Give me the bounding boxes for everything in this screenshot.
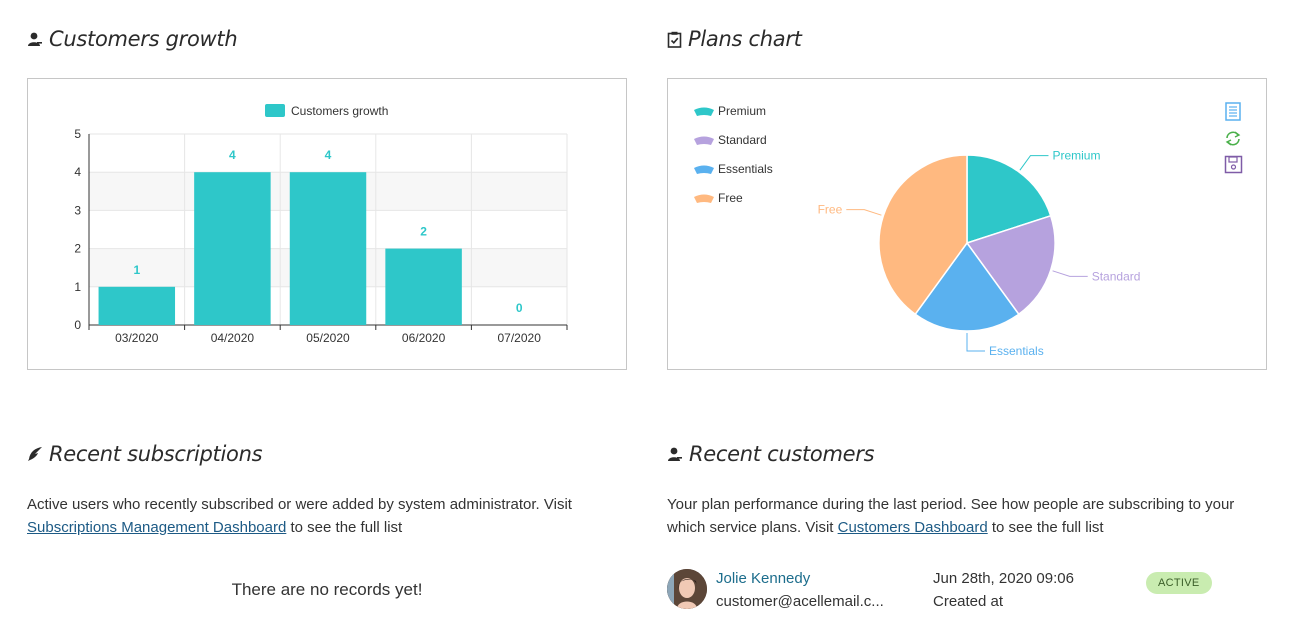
data-label: 4: [229, 148, 236, 162]
avatar[interactable]: [667, 569, 707, 609]
x-tick-label: 05/2020: [306, 331, 350, 345]
save-image-icon[interactable]: [1224, 155, 1243, 174]
recent-customers-description: Your plan performance during the last pe…: [667, 493, 1267, 539]
bar-chart-svg: Customers growth 0 1 2 3 4 5 1 03/2020 4 04/2020 4 0…: [74, 104, 568, 345]
customers-growth-heading: Customers growth: [27, 27, 238, 51]
legend-label: Essentials: [718, 162, 773, 176]
pie-slice: [914, 241, 1020, 332]
recent-subscriptions-title: Recent subscriptions: [49, 442, 263, 466]
y-tick-label: 0: [74, 318, 81, 332]
legend-swatch: [694, 194, 714, 203]
legend-label: Standard: [718, 133, 767, 147]
bar: [385, 248, 462, 325]
plans-chart-panel: Premium Standard Essentials Free Premium Stan…: [667, 78, 1267, 370]
data-view-icon[interactable]: [1225, 102, 1241, 121]
label-line: [1019, 155, 1049, 171]
user-icon: [668, 447, 682, 461]
plans-chart-title: Plans chart: [688, 27, 802, 51]
description-text-after: to see the full list: [286, 519, 403, 536]
customer-email: customer@acellemail.c...: [716, 593, 884, 610]
bar: [289, 172, 367, 325]
pie-slice: [965, 214, 1056, 316]
data-label: 0: [516, 301, 523, 315]
x-tick-label: 07/2020: [498, 331, 542, 345]
customers-dashboard-link[interactable]: Customers Dashboard: [837, 519, 988, 536]
slice-label: Free: [818, 203, 843, 217]
y-tick-label: 2: [74, 242, 81, 256]
customers-growth-title: Customers growth: [49, 27, 238, 51]
recent-customers-heading: Recent customers: [667, 442, 875, 466]
legend-item: Free: [694, 191, 743, 205]
restore-icon[interactable]: [1225, 131, 1241, 146]
slice-label: Essentials: [989, 344, 1044, 358]
legend-swatch: [694, 165, 714, 174]
plans-chart-heading: Plans chart: [667, 27, 802, 51]
legend-swatch: [694, 136, 714, 145]
legend-swatch: [265, 104, 285, 117]
user-icon: [28, 32, 42, 46]
label-line: [1052, 270, 1088, 277]
legend-item: Premium: [694, 104, 766, 118]
legend-label: Free: [718, 191, 743, 205]
y-tick-label: 3: [74, 203, 81, 217]
customers-growth-chart: Customers growth 0 1 2 3 4 5 1 03/2020 4 04/2020 4 0…: [27, 78, 627, 370]
legend-item: Standard: [694, 133, 767, 147]
data-label: 4: [325, 148, 332, 162]
pie-slice: [966, 154, 1052, 245]
bar: [194, 172, 271, 325]
slice-label: Standard: [1092, 269, 1141, 283]
feather-icon: [28, 447, 42, 461]
status-badge: ACTIVE: [1146, 572, 1212, 594]
empty-state-text: There are no records yet!: [231, 580, 423, 599]
clipboard-check-icon: [667, 31, 682, 48]
data-label: 1: [133, 263, 140, 277]
customer-name[interactable]: Jolie Kennedy: [716, 570, 811, 587]
customer-created-date: Jun 28th, 2020 09:06: [933, 570, 1074, 587]
customer-created-label: Created at: [933, 593, 1004, 610]
description-text: Your plan performance during the last pe…: [667, 496, 1235, 536]
grid-band: [89, 134, 567, 173]
x-tick-label: 06/2020: [402, 331, 446, 345]
y-tick-label: 4: [74, 165, 81, 179]
pie-slice: [878, 154, 968, 316]
recent-subscriptions-heading: Recent subscriptions: [27, 442, 263, 466]
label-line: [966, 333, 985, 352]
toolbox: [1224, 102, 1243, 174]
x-tick-label: 04/2020: [211, 331, 255, 345]
description-text-after: to see the full list: [987, 519, 1104, 536]
x-tick-label: 03/2020: [115, 331, 159, 345]
slice-label: Premium: [1052, 149, 1100, 163]
legend: Customers growth: [265, 104, 388, 118]
subscriptions-dashboard-link[interactable]: Subscriptions Management Dashboard: [27, 519, 287, 536]
legend-label: Customers growth: [291, 104, 388, 118]
y-tick-label: 5: [74, 127, 81, 141]
description-text: Active users who recently subscribed or …: [27, 496, 572, 513]
label-line: [846, 209, 882, 216]
legend-item: Essentials: [694, 162, 773, 176]
legend-label: Premium: [718, 104, 766, 118]
recent-subscriptions-description: Active users who recently subscribed or …: [27, 493, 627, 539]
legend-swatch: [694, 107, 714, 116]
recent-customers-title: Recent customers: [689, 442, 875, 466]
y-tick-label: 1: [74, 280, 81, 294]
data-label: 2: [420, 225, 427, 239]
bar: [98, 286, 176, 325]
pie-chart-svg: Premium Standard Essentials Free Premium Stan…: [694, 102, 1243, 358]
